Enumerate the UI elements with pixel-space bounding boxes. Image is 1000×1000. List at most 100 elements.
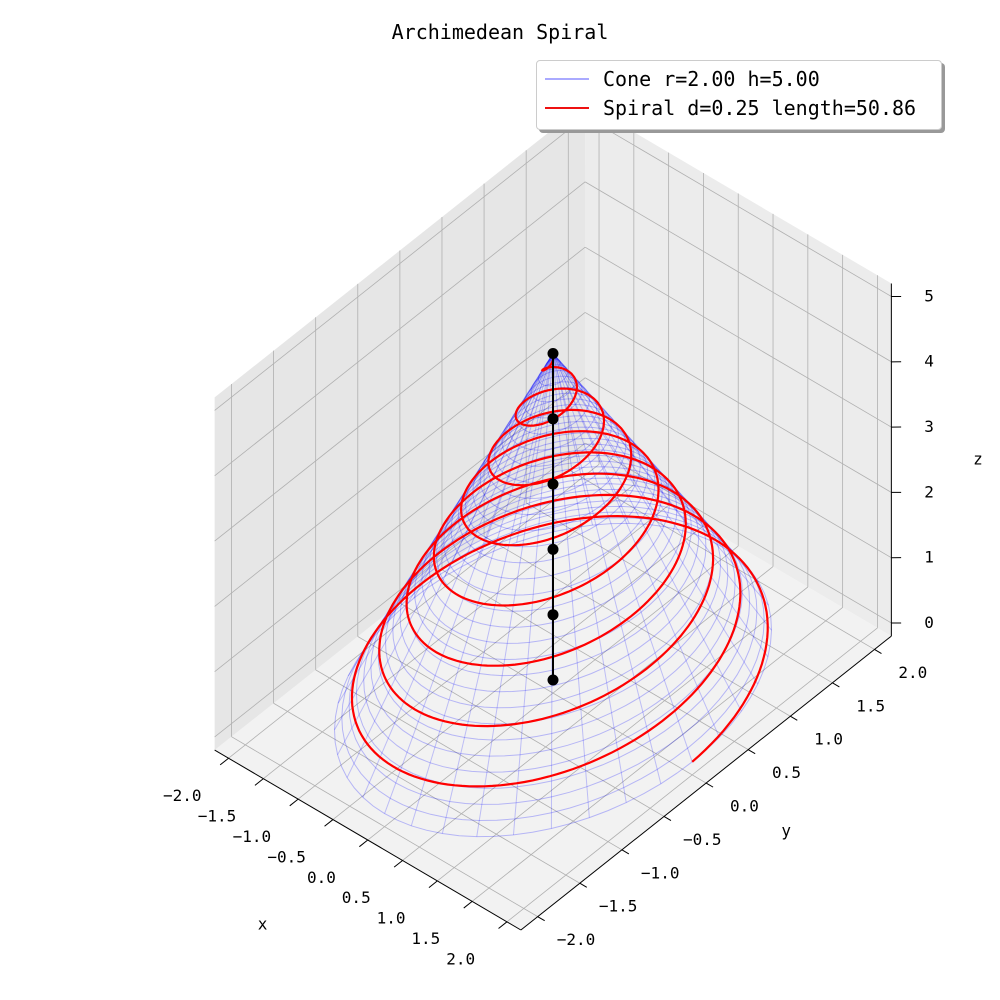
x-axis-label: x — [258, 915, 268, 934]
tick-x — [219, 757, 229, 766]
tick-x — [498, 921, 508, 929]
cone-generator — [552, 353, 742, 712]
cone-generator — [410, 353, 554, 826]
legend-swatch-spiral — [545, 107, 589, 109]
tick-label-x: 1.0 — [377, 909, 406, 928]
tick-y — [537, 916, 545, 922]
tick-label-y: 0.5 — [772, 763, 801, 782]
tick-label-x: −0.5 — [267, 847, 306, 866]
gridline-z — [214, 181, 586, 477]
axis-marker-point — [547, 674, 559, 686]
gridline-y — [525, 502, 833, 684]
cone-ring — [370, 494, 736, 757]
gridline-z — [584, 181, 892, 363]
axis-markers — [547, 348, 559, 686]
tick-label-y: −1.0 — [641, 863, 680, 882]
tick-y — [663, 816, 672, 821]
tick-label-y: 0.0 — [730, 797, 759, 816]
legend: Cone r=2.00 h=5.00 Spiral d=0.25 length=… — [536, 60, 942, 130]
y-axis-line — [520, 635, 892, 931]
tick-x — [254, 778, 264, 786]
tick-label-z: 1 — [924, 548, 934, 567]
cone-generator — [552, 353, 662, 784]
gridline-z — [584, 116, 892, 297]
gridline-z — [214, 312, 586, 607]
cone-ring — [479, 409, 627, 515]
gridline-z — [584, 377, 892, 559]
cone-generator — [441, 353, 554, 834]
tick-label-y: −2.0 — [557, 930, 596, 949]
axis-marker-point — [547, 413, 559, 425]
gridline-z — [214, 246, 586, 542]
tick-label-x: 0.5 — [342, 888, 371, 907]
tick-y — [579, 882, 588, 888]
gridline-z — [584, 246, 892, 428]
tick-label-z: 5 — [924, 286, 934, 305]
tick-y — [705, 782, 714, 788]
gridline-y — [399, 602, 707, 784]
gridline-y — [357, 636, 665, 817]
cone-generator — [552, 353, 772, 631]
gridline-y — [231, 736, 538, 917]
axis-marker-point — [547, 478, 559, 490]
cone-generator — [516, 353, 554, 543]
cone-ring — [363, 500, 743, 773]
cone-generator — [362, 353, 554, 798]
cone-ring — [384, 483, 722, 725]
y-axis-label: y — [781, 821, 791, 840]
cone-generator — [552, 353, 627, 803]
gridline-z — [214, 116, 586, 411]
gridline-z — [214, 442, 586, 738]
cone-ring — [333, 522, 773, 838]
tick-x — [393, 860, 403, 868]
tick-x — [463, 900, 473, 909]
spiral-path — [350, 353, 769, 788]
legend-swatch-cone — [545, 78, 589, 80]
gridline-y — [441, 569, 749, 750]
chart-title: Archimedean Spiral — [391, 20, 609, 44]
legend-item-cone: Cone r=2.00 h=5.00 — [545, 66, 820, 92]
tick-y — [790, 715, 798, 721]
grid-lines — [214, 111, 892, 923]
spiral-curve — [350, 353, 769, 788]
axis-marker-point — [547, 348, 559, 359]
tick-label-z: 0 — [924, 613, 934, 632]
tick-y — [621, 849, 630, 855]
cone-ring — [443, 437, 663, 596]
x-axis-line — [214, 749, 522, 931]
gridline-y — [315, 669, 623, 851]
tick-label-z: 3 — [924, 417, 934, 436]
cone-generator — [386, 353, 554, 623]
tick-label-y: 2.0 — [898, 663, 927, 682]
tick-label-x: −2.0 — [163, 786, 202, 805]
cone-ring — [465, 420, 641, 548]
cone-ring — [406, 466, 700, 677]
tick-label-y: 1.5 — [856, 696, 885, 715]
legend-item-spiral: Spiral d=0.25 length=50.86 — [545, 95, 916, 121]
tick-label-x: 0.0 — [307, 868, 336, 887]
cone-ring — [355, 505, 751, 789]
cone-ring — [545, 358, 561, 371]
axis-ticks: −2.0−1.5−1.0−0.50.00.51.01.52.0−2.0−1.5−… — [163, 283, 983, 969]
cone-ring — [377, 488, 729, 741]
axis-marker-point — [547, 543, 559, 555]
z-axis-label: z — [973, 449, 983, 468]
tick-y — [747, 749, 756, 755]
gridline-z — [214, 377, 586, 672]
cone-ring — [508, 387, 598, 451]
tick-label-x: 1.5 — [411, 929, 440, 948]
cone-generator — [552, 353, 590, 818]
cone-generator — [479, 353, 554, 558]
cone-ring — [523, 375, 583, 419]
cone-generator — [444, 353, 554, 577]
tick-label-x: −1.0 — [233, 827, 272, 846]
tick-x — [324, 819, 334, 827]
cone-ring — [486, 404, 620, 499]
cone-ring — [341, 517, 765, 822]
cone-generator — [552, 353, 769, 658]
tick-label-y: −0.5 — [683, 830, 722, 849]
cone-generator — [413, 353, 554, 599]
tick-label-z: 2 — [924, 482, 934, 501]
cone-generator — [476, 353, 554, 837]
